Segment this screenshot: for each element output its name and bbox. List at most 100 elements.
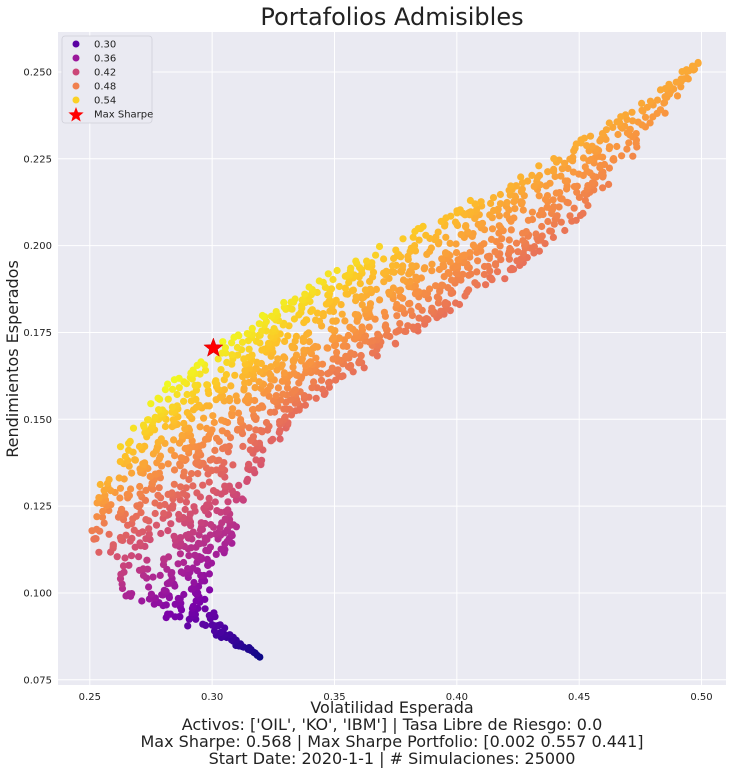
portfolio-point bbox=[138, 597, 146, 605]
legend-label: 0.54 bbox=[94, 96, 116, 107]
portfolio-point bbox=[490, 206, 498, 215]
portfolio-point bbox=[151, 509, 159, 518]
portfolio-point bbox=[142, 516, 150, 524]
portfolio-point bbox=[147, 400, 155, 408]
portfolio-point bbox=[602, 126, 611, 134]
portfolio-point bbox=[167, 520, 175, 528]
portfolio-point bbox=[125, 590, 133, 598]
portfolio-point bbox=[404, 322, 412, 330]
portfolio-point bbox=[237, 416, 245, 424]
portfolio-point bbox=[447, 276, 456, 284]
portfolio-point bbox=[174, 560, 182, 568]
portfolio-point bbox=[292, 407, 300, 415]
y-tick-label: 0.250 bbox=[23, 67, 52, 78]
portfolio-point bbox=[538, 222, 546, 231]
portfolio-point bbox=[451, 218, 460, 226]
portfolio-point bbox=[183, 409, 191, 417]
portfolio-point bbox=[239, 442, 247, 450]
portfolio-point bbox=[535, 171, 544, 180]
portfolio-point bbox=[129, 424, 138, 432]
footer-max-sharpe: Max Sharpe: 0.568 | Max Sharpe Portfolio… bbox=[141, 732, 644, 751]
portfolio-point bbox=[161, 422, 169, 431]
portfolio-point bbox=[511, 205, 519, 213]
portfolio-point bbox=[123, 490, 131, 498]
portfolio-point bbox=[374, 330, 382, 338]
portfolio-point bbox=[150, 600, 158, 608]
portfolio-point bbox=[155, 406, 163, 414]
portfolio-point bbox=[408, 262, 416, 270]
portfolio-point bbox=[185, 475, 193, 484]
portfolio-point bbox=[124, 521, 132, 529]
portfolio-point bbox=[203, 424, 211, 432]
portfolio-point bbox=[442, 233, 450, 241]
portfolio-point bbox=[453, 207, 461, 215]
portfolio-point bbox=[392, 328, 400, 336]
portfolio-point bbox=[572, 140, 580, 148]
portfolio-point bbox=[489, 194, 498, 202]
portfolio-point bbox=[444, 269, 452, 277]
portfolio-point bbox=[245, 345, 253, 353]
portfolio-point bbox=[164, 527, 172, 535]
portfolio-point bbox=[579, 154, 588, 162]
portfolio-point bbox=[255, 378, 263, 386]
portfolio-point bbox=[248, 406, 257, 414]
portfolio-point bbox=[211, 446, 219, 454]
portfolio-point bbox=[555, 203, 563, 211]
portfolio-point bbox=[195, 401, 203, 409]
portfolio-point bbox=[281, 413, 289, 421]
portfolio-point bbox=[549, 196, 557, 204]
portfolio-point bbox=[442, 249, 450, 257]
portfolio-point bbox=[389, 284, 397, 292]
portfolio-point bbox=[212, 396, 220, 404]
portfolio-point bbox=[586, 132, 595, 140]
portfolio-point bbox=[439, 261, 447, 269]
portfolio-point bbox=[665, 80, 673, 88]
portfolio-point bbox=[276, 435, 284, 443]
portfolio-point bbox=[342, 290, 350, 298]
portfolio-point bbox=[330, 333, 338, 341]
portfolio-point bbox=[194, 470, 202, 478]
portfolio-point bbox=[204, 386, 212, 395]
portfolio-point bbox=[519, 237, 527, 245]
portfolio-point bbox=[194, 448, 202, 457]
legend-label: 0.42 bbox=[94, 68, 116, 79]
portfolio-point bbox=[324, 270, 332, 278]
portfolio-point bbox=[228, 351, 236, 359]
portfolio-point bbox=[115, 474, 123, 482]
portfolio-point bbox=[280, 369, 288, 377]
legend-marker bbox=[72, 96, 80, 104]
portfolio-point bbox=[308, 384, 316, 392]
portfolio-point bbox=[203, 555, 211, 564]
portfolio-point bbox=[170, 436, 178, 444]
portfolio-point bbox=[314, 360, 322, 369]
portfolio-point bbox=[261, 364, 270, 372]
portfolio-point bbox=[414, 302, 423, 311]
portfolio-point bbox=[206, 586, 214, 594]
portfolio-point bbox=[486, 273, 494, 281]
portfolio-point bbox=[177, 454, 185, 462]
portfolio-point bbox=[558, 165, 566, 173]
portfolio-point bbox=[550, 165, 558, 173]
x-tick-label: 0.45 bbox=[568, 692, 590, 703]
portfolio-point bbox=[238, 495, 246, 503]
portfolio-point bbox=[356, 341, 364, 349]
portfolio-point bbox=[250, 411, 258, 419]
portfolio-point bbox=[575, 170, 583, 178]
portfolio-point bbox=[182, 484, 190, 492]
portfolio-point bbox=[546, 227, 554, 235]
portfolio-point bbox=[518, 185, 526, 193]
portfolio-point bbox=[466, 249, 474, 257]
portfolio-point bbox=[284, 332, 292, 340]
portfolio-point bbox=[187, 470, 196, 478]
portfolio-point bbox=[538, 206, 546, 215]
portfolio-point bbox=[557, 218, 565, 226]
legend-label: 0.48 bbox=[94, 82, 116, 93]
portfolio-point bbox=[446, 239, 454, 247]
portfolio-point bbox=[116, 484, 125, 492]
portfolio-point bbox=[266, 382, 274, 390]
portfolio-point bbox=[206, 543, 214, 551]
portfolio-point bbox=[168, 385, 177, 393]
portfolio-point bbox=[232, 392, 240, 400]
portfolio-point bbox=[614, 130, 622, 139]
portfolio-point bbox=[605, 119, 613, 127]
